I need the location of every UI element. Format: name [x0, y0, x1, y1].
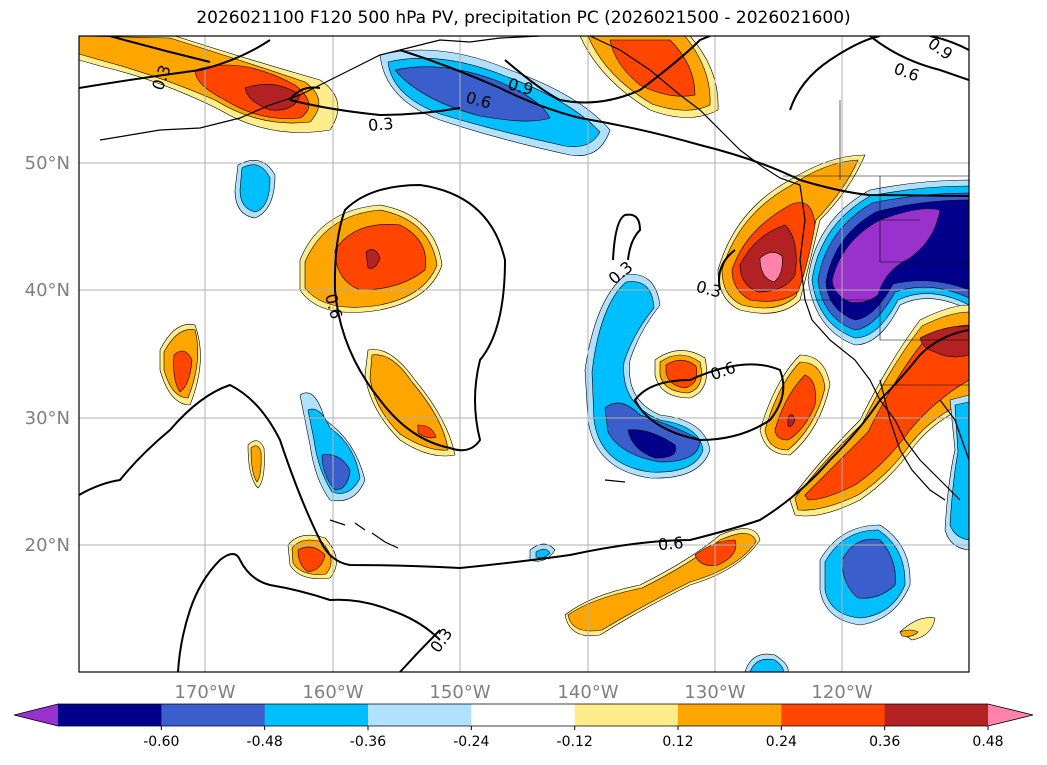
shade-region: [173, 350, 193, 393]
colorbar-tick-label: -0.60: [143, 734, 179, 750]
coastlines: [99, 36, 969, 549]
shade-region: [749, 658, 784, 672]
colorbar-segment: [161, 704, 266, 726]
shade-region: [609, 39, 696, 97]
colorbar-segment: [471, 704, 576, 726]
contour-label: 0.3: [367, 114, 394, 135]
pv-contours: [79, 36, 969, 672]
shade-region: [321, 454, 351, 491]
shade-region: [334, 224, 427, 291]
shade-region: [774, 374, 816, 441]
shade-region: [535, 548, 551, 559]
longitude-label: 150°W: [429, 682, 490, 703]
shade-region: [250, 445, 262, 483]
shade-region: [417, 424, 437, 439]
latitude-label: 20°N: [25, 535, 70, 556]
shade-region: [949, 401, 969, 541]
colorbar-segment: [884, 704, 989, 726]
longitude-label: 160°W: [302, 682, 363, 703]
colorbar: -0.60 -0.48 -0.36 -0.24 -0.12 0.12 0.24 0.36 0.4…: [13, 703, 1034, 750]
colorbar-outline: [13, 703, 1034, 727]
longitude-label: 170°W: [174, 682, 235, 703]
colorbar-tick-label: 0.12: [662, 734, 693, 750]
precip-shading: [79, 36, 969, 672]
shade-region: [244, 83, 301, 111]
longitude-axis: 170°W 160°W 150°W 140°W 130°W 120°W: [174, 682, 872, 703]
contour-label: 0.6: [708, 358, 738, 385]
shade-region: [787, 414, 796, 427]
colorbar-tick-label: -0.36: [350, 734, 386, 750]
colorbar-segment: [781, 704, 886, 726]
colorbar-segment: [678, 704, 782, 726]
colorbar-tick-label: -0.12: [557, 734, 593, 750]
shade-region: [239, 164, 271, 213]
colorbar-tick-label: 0.48: [972, 734, 1003, 750]
shade-region: [899, 629, 919, 637]
colorbar-tick-label: -0.24: [453, 734, 489, 750]
map-area: 0.3 0.9 0.6 0.3 0.6 0.9 0.6 0.3 0.3 0.6 …: [79, 34, 969, 672]
latitude-axis: 50°N 40°N 30°N 20°N: [25, 153, 70, 556]
colorbar-segment: [574, 704, 679, 726]
latitude-label: 50°N: [25, 153, 70, 174]
contour-label: 0.9: [924, 34, 956, 64]
shade-region: [841, 538, 896, 599]
colorbar-segment: [264, 704, 369, 726]
colorbar-tick-label: 0.24: [766, 734, 797, 750]
shade-region: [759, 252, 783, 283]
colorbar-extend-high: [988, 704, 1033, 726]
contour-label: 0.3: [426, 624, 456, 656]
latitude-label: 30°N: [25, 408, 70, 429]
longitude-label: 120°W: [811, 682, 872, 703]
shade-region: [365, 249, 381, 269]
graticule: [79, 36, 969, 672]
colorbar-extend-low: [14, 704, 58, 726]
map-frame: [78, 35, 970, 673]
shade-region: [297, 546, 326, 573]
colorbar-tick-label: -0.48: [247, 734, 283, 750]
shade-region: [369, 354, 449, 451]
latitude-label: 40°N: [25, 280, 70, 301]
colorbar-segment: [58, 704, 162, 726]
colorbar-segment: [368, 704, 472, 726]
longitude-label: 140°W: [557, 682, 618, 703]
page-title: 2026021100 F120 500 hPa PV, precipitatio…: [196, 8, 851, 28]
borders: [783, 100, 969, 386]
colorbar-tick-label: 0.36: [869, 734, 900, 750]
shade-region: [831, 208, 941, 303]
shade-region: [627, 429, 677, 459]
contour-label: 0.6: [657, 533, 684, 554]
longitude-label: 130°W: [684, 682, 745, 703]
